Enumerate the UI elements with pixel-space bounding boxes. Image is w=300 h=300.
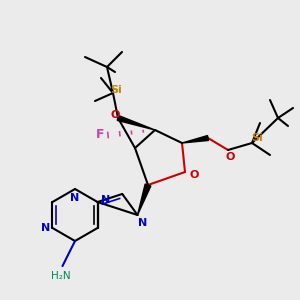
Text: N: N <box>41 223 50 233</box>
Text: F: F <box>96 128 104 140</box>
Text: O: O <box>225 152 235 162</box>
Polygon shape <box>182 136 208 143</box>
Polygon shape <box>117 116 155 130</box>
Text: O: O <box>110 110 120 120</box>
Text: Si: Si <box>251 133 263 143</box>
Text: N: N <box>70 193 80 203</box>
Text: Si: Si <box>110 85 122 95</box>
Polygon shape <box>137 184 151 215</box>
Text: N: N <box>101 195 110 205</box>
Text: N: N <box>138 218 147 228</box>
Text: O: O <box>189 170 199 180</box>
Text: H₂N: H₂N <box>51 271 70 281</box>
